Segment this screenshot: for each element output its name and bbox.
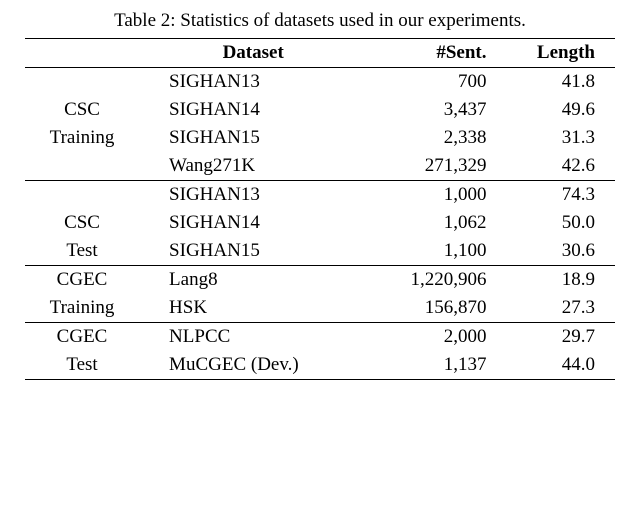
group-label-cell: [25, 68, 139, 97]
header-sent: #Sent.: [367, 39, 496, 68]
sent-cell: 1,220,906: [367, 266, 496, 295]
header-length: Length: [496, 39, 615, 68]
sent-cell: 156,870: [367, 294, 496, 323]
length-cell: 41.8: [496, 68, 615, 97]
length-cell: 27.3: [496, 294, 615, 323]
length-cell: 30.6: [496, 237, 615, 266]
group-label-cell: CGEC: [25, 266, 139, 295]
group-label-cell: Test: [25, 237, 139, 266]
dataset-cell: SIGHAN13: [139, 181, 367, 210]
length-cell: 50.0: [496, 209, 615, 237]
group-label-cell: CSC: [25, 209, 139, 237]
length-cell: 18.9: [496, 266, 615, 295]
group-label-cell: [25, 152, 139, 181]
length-cell: 31.3: [496, 124, 615, 152]
table-row: TestMuCGEC (Dev.)1,13744.0: [25, 351, 615, 380]
stats-table: Dataset #Sent. Length SIGHAN1370041.8CSC…: [25, 38, 615, 380]
group-label-cell: Training: [25, 294, 139, 323]
header-row: Dataset #Sent. Length: [25, 39, 615, 68]
table-row: CSCSIGHAN143,43749.6: [25, 96, 615, 124]
sent-cell: 3,437: [367, 96, 496, 124]
sent-cell: 700: [367, 68, 496, 97]
sent-cell: 1,137: [367, 351, 496, 380]
length-cell: 74.3: [496, 181, 615, 210]
dataset-cell: SIGHAN14: [139, 209, 367, 237]
table-row: SIGHAN1370041.8: [25, 68, 615, 97]
dataset-cell: HSK: [139, 294, 367, 323]
sent-cell: 1,000: [367, 181, 496, 210]
table-row: TestSIGHAN151,10030.6: [25, 237, 615, 266]
table-row: CGECNLPCC2,00029.7: [25, 323, 615, 352]
sent-cell: 1,100: [367, 237, 496, 266]
sent-cell: 2,338: [367, 124, 496, 152]
length-cell: 49.6: [496, 96, 615, 124]
dataset-cell: SIGHAN14: [139, 96, 367, 124]
length-cell: 29.7: [496, 323, 615, 352]
dataset-cell: SIGHAN13: [139, 68, 367, 97]
sent-cell: 271,329: [367, 152, 496, 181]
group-label-cell: Test: [25, 351, 139, 380]
dataset-cell: SIGHAN15: [139, 237, 367, 266]
sent-cell: 1,062: [367, 209, 496, 237]
dataset-cell: MuCGEC (Dev.): [139, 351, 367, 380]
table-row: CSCSIGHAN141,06250.0: [25, 209, 615, 237]
group-label-cell: CGEC: [25, 323, 139, 352]
table-caption: Table 2: Statistics of datasets used in …: [25, 10, 615, 32]
table-row: TrainingHSK156,87027.3: [25, 294, 615, 323]
length-cell: 42.6: [496, 152, 615, 181]
table-row: Wang271K271,32942.6: [25, 152, 615, 181]
dataset-cell: Lang8: [139, 266, 367, 295]
table-row: CGECLang81,220,90618.9: [25, 266, 615, 295]
group-label-cell: Training: [25, 124, 139, 152]
group-label-cell: [25, 181, 139, 210]
length-cell: 44.0: [496, 351, 615, 380]
header-dataset: Dataset: [139, 39, 367, 68]
group-label-cell: CSC: [25, 96, 139, 124]
dataset-cell: SIGHAN15: [139, 124, 367, 152]
dataset-cell: NLPCC: [139, 323, 367, 352]
sent-cell: 2,000: [367, 323, 496, 352]
table-body: SIGHAN1370041.8CSCSIGHAN143,43749.6Train…: [25, 68, 615, 380]
table-row: SIGHAN131,00074.3: [25, 181, 615, 210]
table-row: TrainingSIGHAN152,33831.3: [25, 124, 615, 152]
header-group: [25, 39, 139, 68]
dataset-cell: Wang271K: [139, 152, 367, 181]
